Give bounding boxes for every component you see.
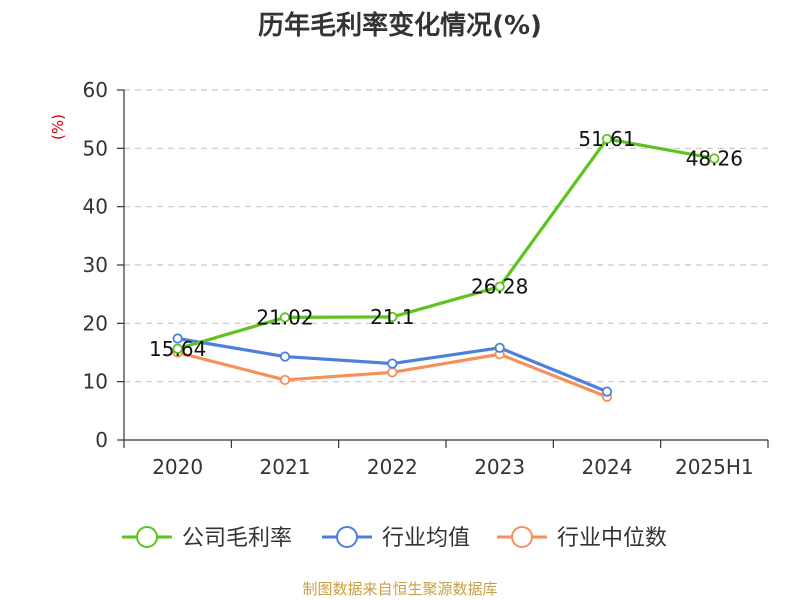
legend-marker — [336, 526, 358, 548]
axes: 0 10 20 30 40 50 60 2020 2021 2022 2023 2024 2025H1 — [83, 78, 769, 479]
data-label: 26.28 — [471, 275, 528, 299]
data-point — [387, 311, 398, 323]
grid-lines — [124, 89, 768, 383]
data-label: 48.26 — [686, 146, 743, 170]
data-point — [172, 343, 183, 354]
y-tick-label: 20 — [83, 311, 108, 335]
y-tick-label: 40 — [83, 195, 108, 219]
x-tick-label: 2025H1 — [675, 455, 754, 479]
data-point — [494, 281, 505, 292]
x-tick-label: 2023 — [474, 455, 525, 479]
y-tick-label: 60 — [83, 78, 108, 102]
x-tick-label: 2020 — [152, 455, 203, 479]
y-tick-label: 0 — [95, 428, 108, 452]
legend-label: 公司毛利率 — [182, 526, 292, 551]
y-tick-label: 10 — [83, 370, 108, 394]
data-label: 21.1 — [370, 305, 415, 329]
data-point — [387, 367, 398, 378]
series-layer — [172, 133, 720, 402]
legend-marker — [136, 526, 158, 548]
data-labels: 15.64 21.02 21.1 26.28 51.61 48.26 — [149, 127, 743, 361]
legend-label: 行业均值 — [382, 526, 470, 551]
data-point — [601, 133, 613, 145]
data-label: 15.64 — [149, 337, 206, 361]
series-line — [177, 137, 715, 351]
y-axis-unit: (%) — [49, 114, 67, 140]
data-point — [279, 374, 291, 386]
data-point — [279, 351, 291, 362]
data-point — [601, 386, 613, 397]
data-point — [494, 342, 505, 353]
y-tick-label: 30 — [83, 253, 108, 277]
chart-title: 历年毛利率变化情况(%) — [258, 10, 542, 41]
legend-marker — [511, 526, 533, 548]
legend: 公司毛利率 行业均值 行业中位数 — [122, 526, 667, 551]
source-note: 制图数据来自恒生聚源数据库 — [302, 580, 497, 598]
x-tick-label: 2024 — [582, 455, 633, 479]
data-point — [172, 333, 183, 344]
x-tick-label: 2022 — [367, 455, 418, 479]
data-label: 21.02 — [256, 305, 313, 329]
x-tick-label: 2021 — [260, 455, 311, 479]
data-label: 51.61 — [578, 127, 635, 151]
legend-label: 行业中位数 — [557, 526, 667, 551]
y-tick-label: 50 — [83, 136, 108, 160]
data-point — [279, 312, 291, 323]
data-point — [387, 358, 398, 369]
data-point — [709, 153, 720, 164]
